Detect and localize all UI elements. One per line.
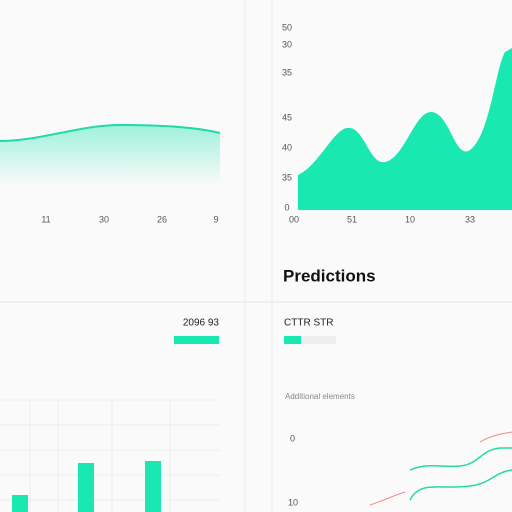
metric-value: 2096 93 (183, 318, 220, 329)
progress-bar (174, 336, 219, 344)
note: Additional elements (285, 392, 355, 401)
x-axis-labels: 11 30 26 9 (41, 214, 218, 224)
x-label: 51 (347, 214, 357, 224)
line (409, 469, 512, 501)
axis-label: 0 (290, 433, 295, 443)
y-label: 40 (282, 142, 292, 152)
area (298, 48, 512, 210)
x-label: 10 (405, 214, 415, 224)
progress-bar (284, 336, 301, 344)
axis-label: 10 (288, 497, 298, 507)
x-label: 00 (289, 214, 299, 224)
area (0, 125, 220, 185)
x-label: 26 (157, 214, 167, 224)
x-label: 33 (465, 214, 475, 224)
line (369, 491, 406, 506)
x-label: 30 (99, 214, 109, 224)
x-label: 9 (213, 214, 218, 224)
y-label: 30 (282, 39, 292, 49)
y-label: 50 (282, 22, 292, 32)
bar (12, 495, 28, 512)
grid (0, 399, 220, 512)
y-axis-labels: 50 30 35 45 40 35 0 (282, 22, 292, 212)
y-label: 35 (282, 172, 292, 182)
x-axis-labels: 00 51 10 33 (289, 214, 475, 224)
progress-track (284, 336, 336, 344)
line (0, 123, 221, 142)
section-title: Predictions (283, 266, 376, 285)
line (479, 431, 512, 443)
line (409, 447, 512, 471)
bar (78, 463, 94, 512)
x-label: 11 (41, 214, 50, 224)
y-label: 45 (282, 112, 292, 122)
y-label: 35 (282, 67, 292, 77)
metric-label: CTTR STR (284, 318, 333, 329)
y-label: 0 (284, 202, 289, 212)
bar (145, 461, 161, 512)
